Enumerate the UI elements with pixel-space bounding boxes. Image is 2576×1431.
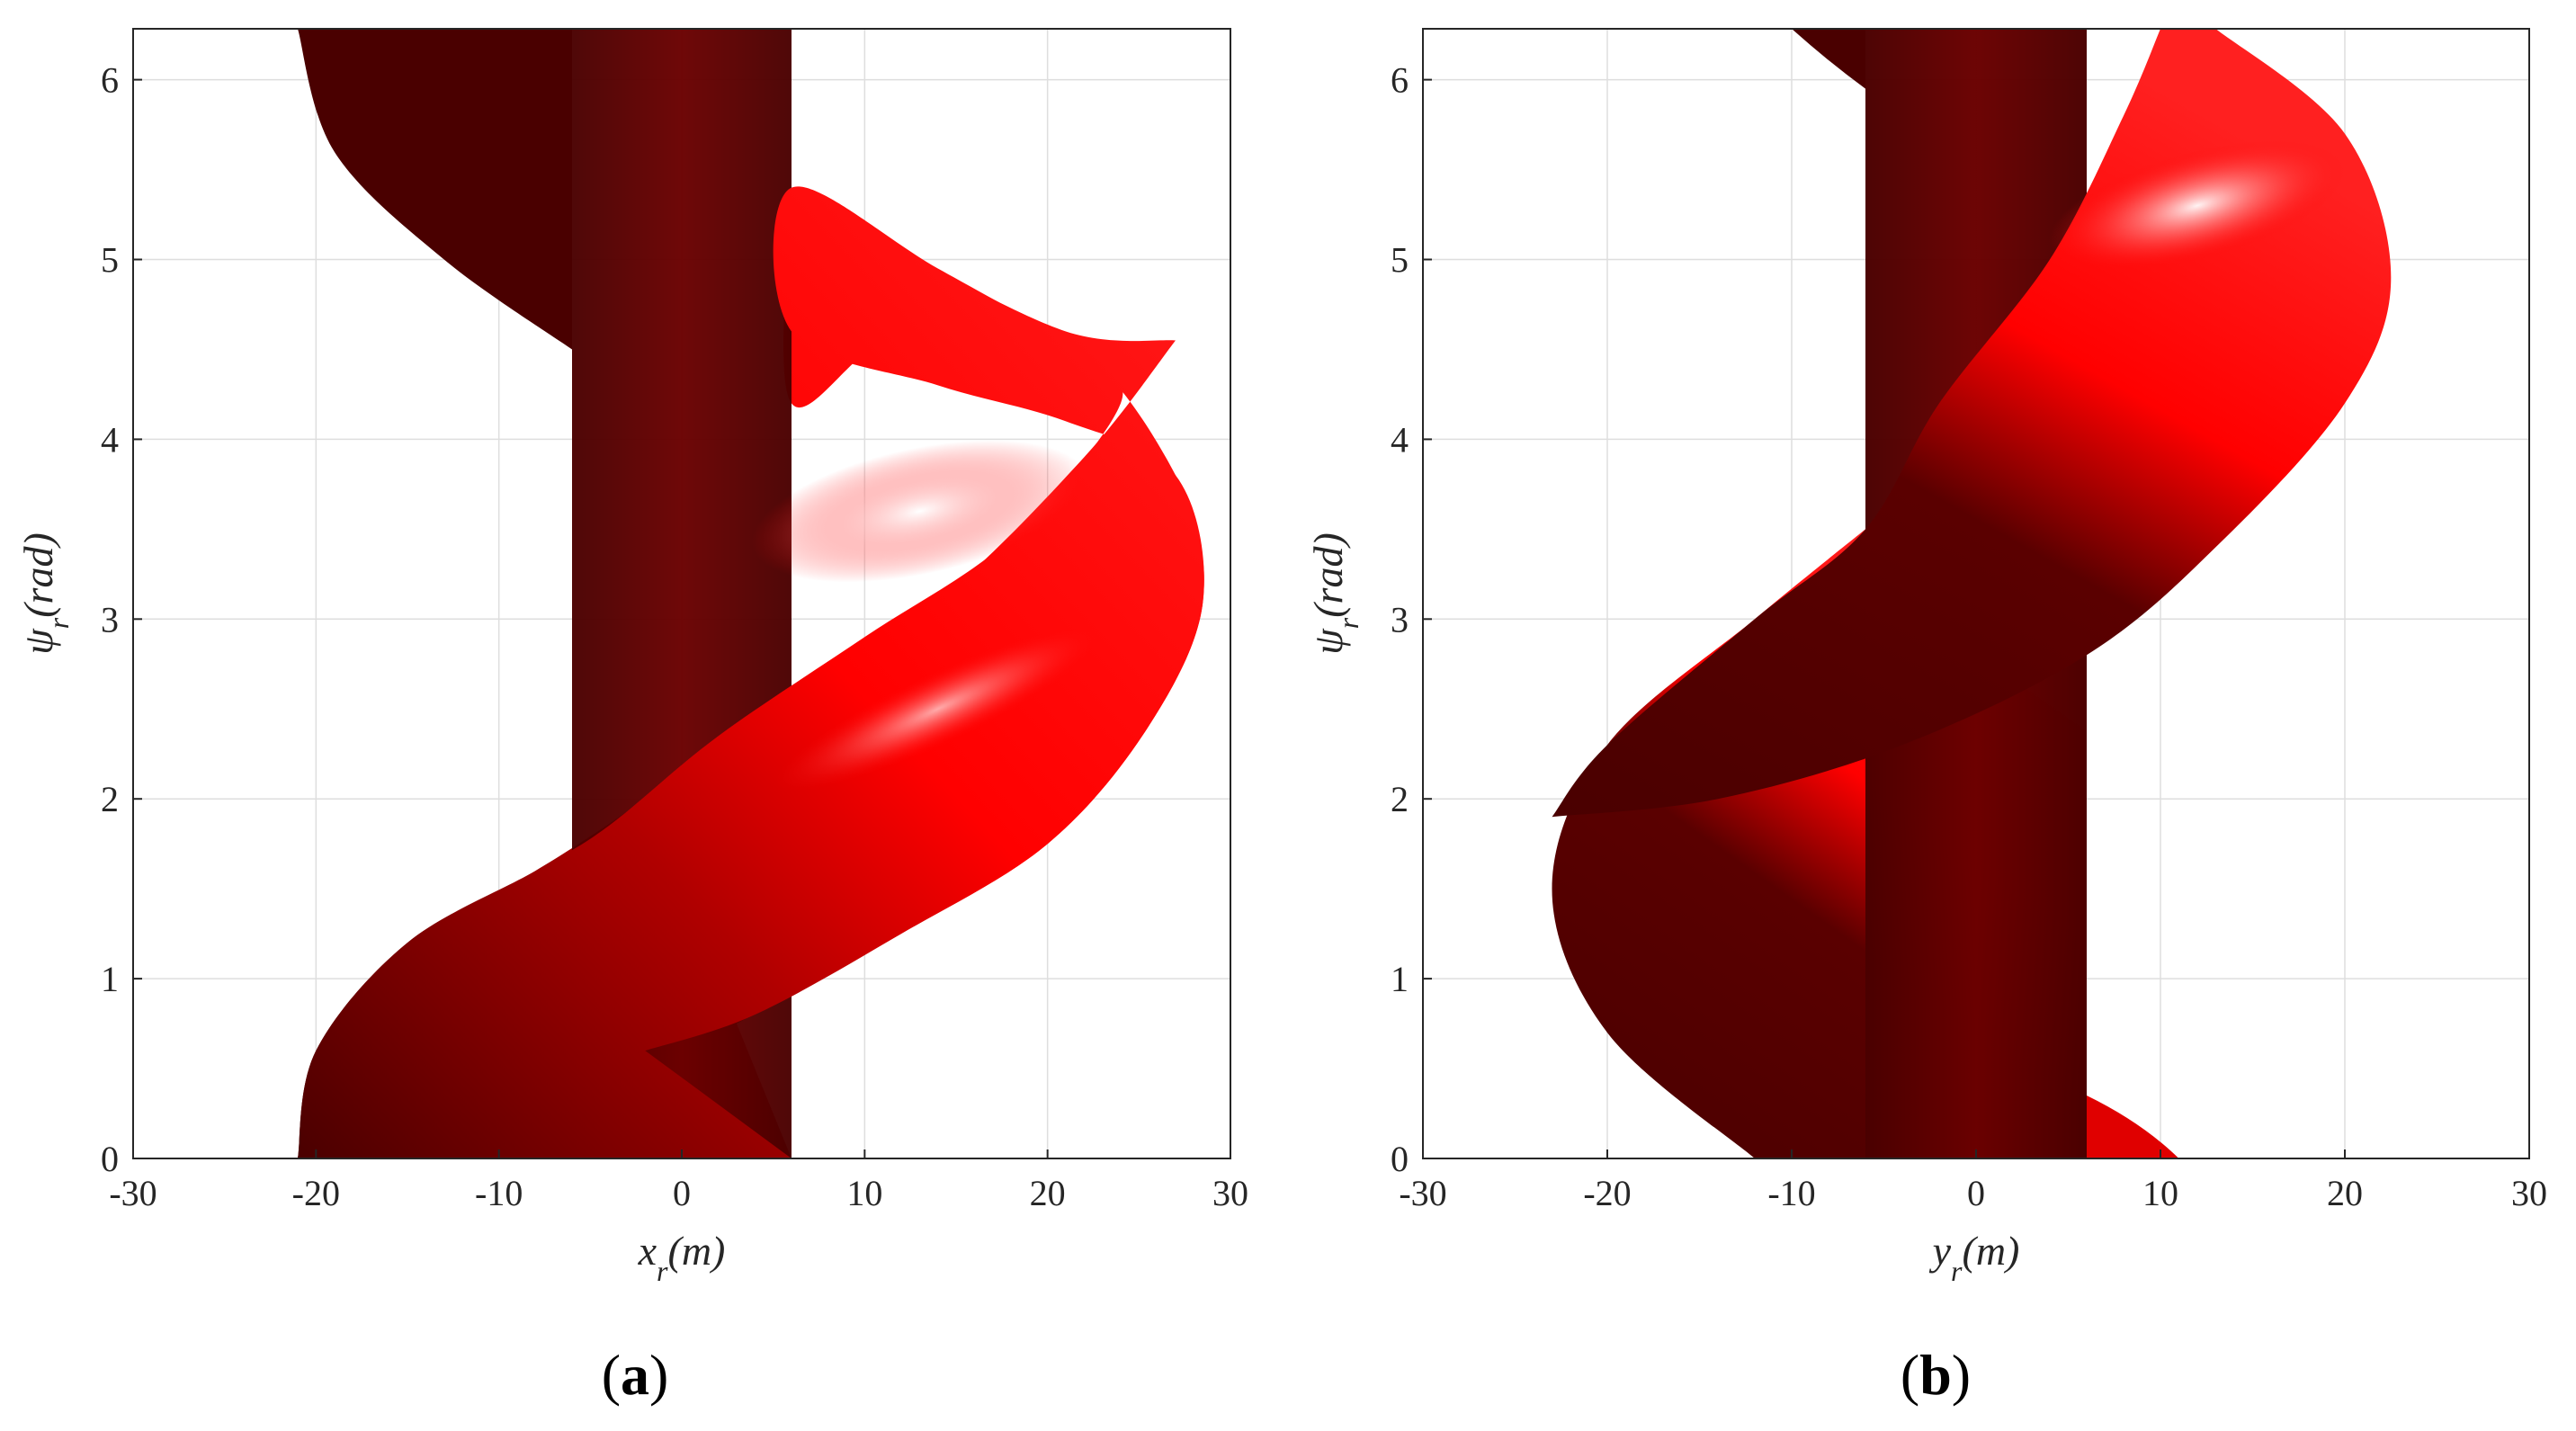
surface-a-top-band xyxy=(298,29,572,350)
y-tick-label: 2 xyxy=(101,779,119,819)
y-tick-labels-a: 0 1 2 3 4 5 6 xyxy=(101,60,142,1179)
surface-b-bottom-right-lobe xyxy=(2087,1096,2179,1158)
y-tick-label: 0 xyxy=(1391,1139,1409,1179)
y-tick-label: 2 xyxy=(1391,779,1409,819)
y-tick-label: 1 xyxy=(1391,959,1409,999)
y-tick-label: 3 xyxy=(101,599,119,639)
panel-a: -30 -20 -10 0 10 20 30 0 1 2 3 4 5 6 xr(m) ψr(rad) (… xyxy=(15,28,1248,1407)
surface-b-highlight xyxy=(2049,139,2346,272)
x-tick-label: 0 xyxy=(673,1173,691,1213)
x-tick-label: -30 xyxy=(109,1173,157,1213)
x-tick-label: -20 xyxy=(1583,1173,1631,1213)
x-tick-label: 30 xyxy=(1212,1173,1248,1213)
x-tick-label: 10 xyxy=(846,1173,882,1213)
y-tick-label: 3 xyxy=(1391,599,1409,639)
x-tick-labels-a: -30 -20 -10 0 10 20 30 xyxy=(109,1149,1248,1213)
y-axis-label-b: ψr(rad) xyxy=(1305,532,1364,655)
y-tick-label: 5 xyxy=(1391,240,1409,281)
x-tick-label: 20 xyxy=(1030,1173,1066,1213)
y-tick-label: 4 xyxy=(101,419,119,460)
x-tick-label: 20 xyxy=(2327,1173,2363,1213)
x-axis-label-a: xr(m) xyxy=(638,1228,726,1287)
y-tick-label: 5 xyxy=(101,240,119,281)
y-tick-label: 6 xyxy=(101,60,119,101)
surface-a-front-band xyxy=(298,186,1204,1158)
x-tick-label: -10 xyxy=(1767,1173,1815,1213)
x-tick-labels-b: -30 -20 -10 0 10 20 30 xyxy=(1399,1149,2547,1213)
x-axis-label-b: yr(m) xyxy=(1929,1228,2020,1287)
y-tick-label: 0 xyxy=(101,1139,119,1179)
y-tick-label: 1 xyxy=(101,959,119,999)
surface-a-highlight xyxy=(751,440,1087,583)
y-tick-label: 6 xyxy=(1391,60,1409,101)
x-tick-label: 0 xyxy=(1967,1173,1985,1213)
y-axis-label-a: ψr(rad) xyxy=(15,532,75,655)
caption-a: (a) xyxy=(602,1343,669,1407)
y-tick-labels-b: 0 1 2 3 4 5 6 xyxy=(1391,60,1432,1179)
surface-a-highlight-lower xyxy=(774,626,1102,792)
caption-b: (b) xyxy=(1901,1343,1971,1407)
x-tick-label: 30 xyxy=(2511,1173,2547,1213)
x-tick-label: -20 xyxy=(292,1173,340,1213)
x-tick-label: -30 xyxy=(1399,1173,1446,1213)
x-tick-label: 10 xyxy=(2142,1173,2178,1213)
panel-b: -30 -20 -10 0 10 20 30 0 1 2 3 4 5 6 yr(m) ψr(rad) (… xyxy=(1305,28,2547,1407)
x-tick-label: -10 xyxy=(475,1173,523,1213)
y-tick-label: 4 xyxy=(1391,419,1409,460)
surface-b-top-left-lobe xyxy=(1792,29,1865,89)
